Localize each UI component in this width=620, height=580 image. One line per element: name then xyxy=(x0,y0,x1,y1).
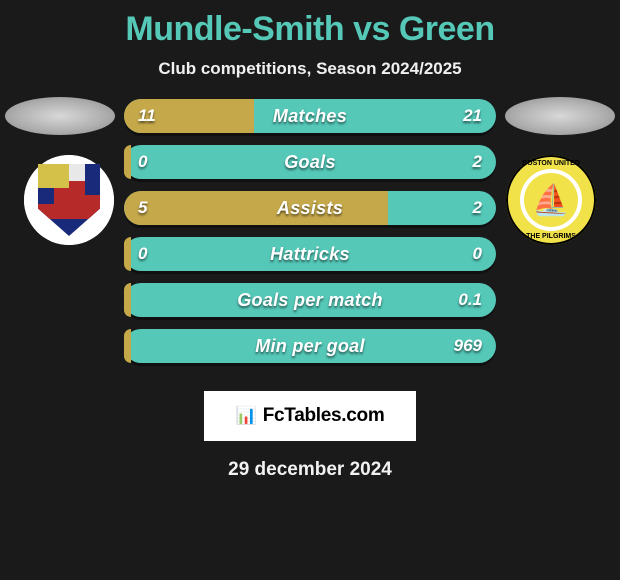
stat-label: Goals xyxy=(124,145,496,179)
stat-bars: 11 Matches 21 0 Goals 2 5 Assists 2 0 Ha… xyxy=(124,97,496,363)
shield-icon xyxy=(38,164,100,236)
stat-row-goals: 0 Goals 2 xyxy=(124,145,496,179)
crest-text-top: BOSTON UNITED xyxy=(506,160,596,167)
crest-text-bottom: THE PILGRIMS xyxy=(506,233,596,240)
team-right-crest: BOSTON UNITED ⛵ THE PILGRIMS xyxy=(506,155,596,245)
stat-label: Hattricks xyxy=(124,237,496,271)
stat-label: Goals per match xyxy=(124,283,496,317)
stat-right-value: 2 xyxy=(473,191,482,225)
footer-date: 29 december 2024 xyxy=(0,459,620,481)
stat-right-value: 969 xyxy=(454,329,482,363)
player-right-oval xyxy=(505,97,615,135)
page-title: Mundle-Smith vs Green xyxy=(0,0,620,49)
stat-row-matches: 11 Matches 21 xyxy=(124,99,496,133)
team-left-crest xyxy=(24,155,114,245)
stat-label: Min per goal xyxy=(124,329,496,363)
player-left-oval xyxy=(5,97,115,135)
page-subtitle: Club competitions, Season 2024/2025 xyxy=(0,59,620,79)
stat-right-value: 0.1 xyxy=(458,283,482,317)
brand-badge[interactable]: 📊 FcTables.com xyxy=(204,391,416,441)
stat-row-assists: 5 Assists 2 xyxy=(124,191,496,225)
stat-right-value: 0 xyxy=(473,237,482,271)
comparison-arena: BOSTON UNITED ⛵ THE PILGRIMS 11 Matches … xyxy=(0,97,620,387)
stat-right-value: 2 xyxy=(473,145,482,179)
chart-icon: 📊 xyxy=(236,406,257,426)
stat-row-min-per-goal: Min per goal 969 xyxy=(124,329,496,363)
stat-label: Assists xyxy=(124,191,496,225)
stat-row-hattricks: 0 Hattricks 0 xyxy=(124,237,496,271)
stat-right-value: 21 xyxy=(463,99,482,133)
stat-label: Matches xyxy=(124,99,496,133)
ship-icon: ⛵ xyxy=(524,173,578,227)
stat-row-goals-per-match: Goals per match 0.1 xyxy=(124,283,496,317)
brand-text: FcTables.com xyxy=(263,405,385,427)
